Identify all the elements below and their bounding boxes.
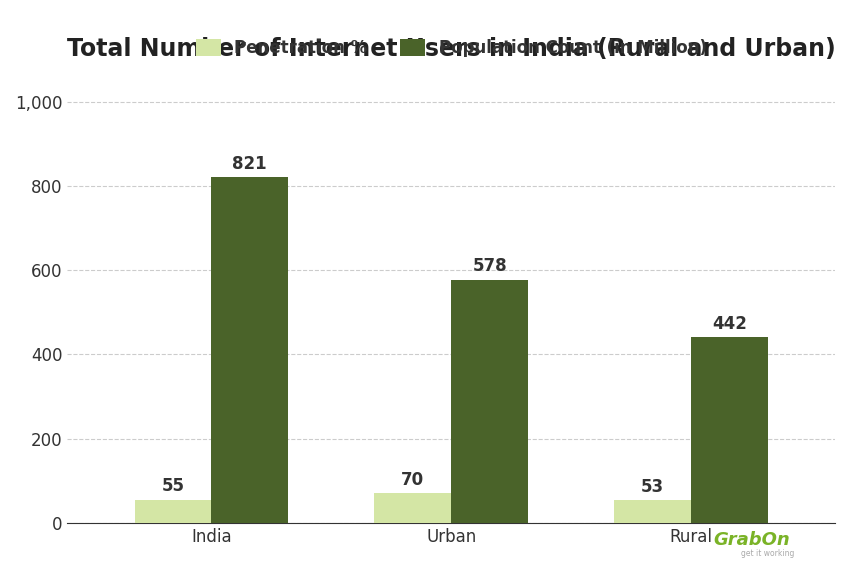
Title: Total Number of Internet Users in India (Rural and Urban): Total Number of Internet Users in India … (67, 37, 836, 61)
Text: 53: 53 (641, 478, 664, 496)
Bar (134, 499, 212, 523)
Text: 578: 578 (473, 257, 507, 275)
Legend: Penetration %, Population Count (in Million): Penetration %, Population Count (in Mill… (189, 32, 713, 63)
Text: 821: 821 (232, 155, 267, 173)
Text: 55: 55 (162, 478, 184, 495)
Text: 442: 442 (712, 315, 747, 332)
Bar (212, 177, 288, 523)
Bar (374, 493, 451, 523)
Bar (691, 337, 768, 523)
Bar (615, 500, 691, 523)
Text: get it working: get it working (741, 549, 795, 558)
Text: 70: 70 (401, 471, 424, 489)
Bar (451, 280, 528, 523)
Text: GrabOn: GrabOn (714, 531, 791, 549)
